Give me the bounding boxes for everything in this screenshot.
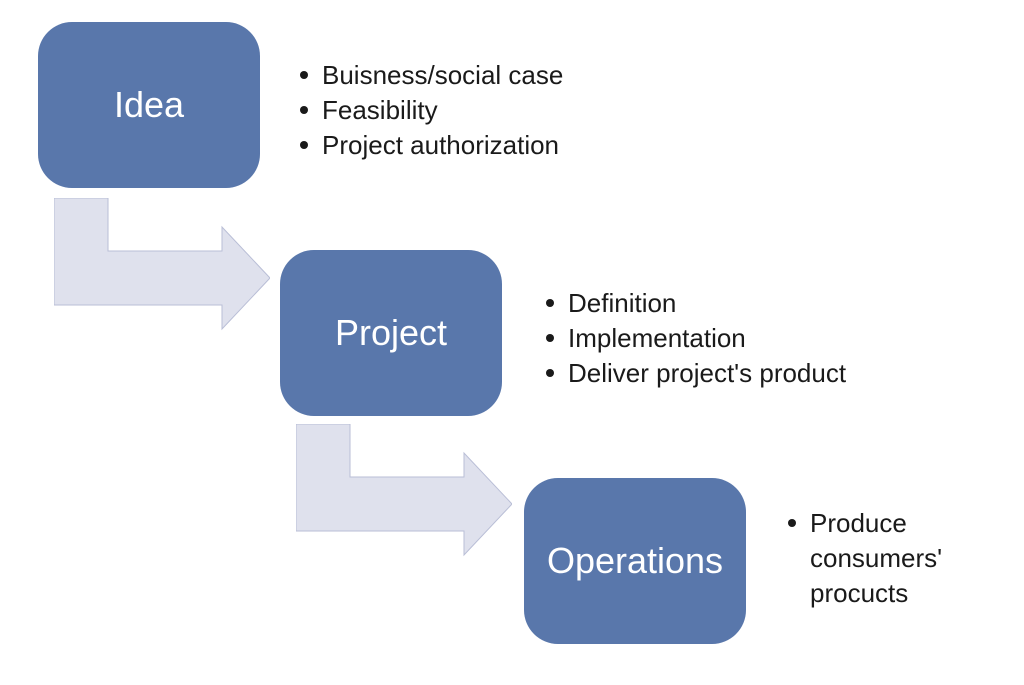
bullet-item: Project authorization — [300, 128, 720, 163]
bullet-item: Produce consumers' procucts — [788, 506, 1018, 611]
arrow-project-to-operations — [296, 424, 512, 582]
bullet-item: Buisness/social case — [300, 58, 720, 93]
node-project: Project — [280, 250, 502, 416]
arrow-idea-to-project — [54, 198, 270, 356]
node-operations-bullets: Produce consumers' procucts — [788, 506, 1018, 611]
diagram-canvas: IdeaBuisness/social caseFeasibilityProje… — [0, 0, 1024, 685]
bullet-item: Feasibility — [300, 93, 720, 128]
node-operations: Operations — [524, 478, 746, 644]
node-idea-bullets: Buisness/social caseFeasibilityProject a… — [300, 58, 720, 163]
node-project-bullets: DefinitionImplementationDeliver project'… — [546, 286, 1016, 391]
node-idea-label: Idea — [114, 85, 184, 125]
node-idea: Idea — [38, 22, 260, 188]
bullet-item: Definition — [546, 286, 1016, 321]
bullet-item: Implementation — [546, 321, 1016, 356]
node-project-label: Project — [335, 313, 447, 353]
node-operations-label: Operations — [547, 541, 723, 581]
bullet-item: Deliver project's product — [546, 356, 1016, 391]
